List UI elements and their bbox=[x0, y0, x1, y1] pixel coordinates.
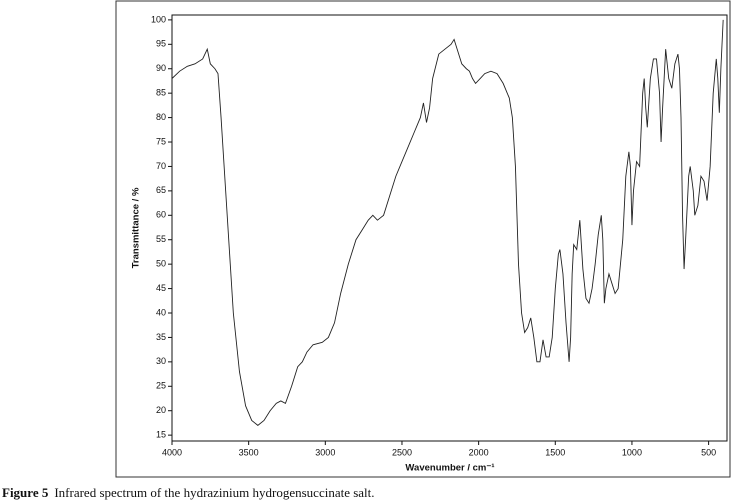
y-tick-label: 40 bbox=[156, 307, 166, 317]
x-tick-label: 2500 bbox=[392, 447, 412, 457]
caption-text: Infrared spectrum of the hydrazinium hyd… bbox=[54, 485, 374, 500]
y-tick-label: 30 bbox=[156, 356, 166, 366]
y-tick-label: 25 bbox=[156, 381, 166, 391]
y-tick-label: 15 bbox=[156, 430, 166, 440]
x-tick-label: 3000 bbox=[315, 447, 335, 457]
x-tick-label: 1500 bbox=[545, 447, 565, 457]
y-tick-label: 65 bbox=[156, 185, 166, 195]
y-tick-label: 20 bbox=[156, 405, 166, 415]
y-tick-label: 35 bbox=[156, 332, 166, 342]
plot-area bbox=[171, 14, 728, 442]
y-tick-label: 60 bbox=[156, 210, 166, 220]
x-tick-label: 2000 bbox=[469, 447, 489, 457]
spectrum-line bbox=[171, 19, 724, 426]
y-tick-label: 85 bbox=[156, 88, 166, 98]
x-axis-title: Wavenumber / cm⁻¹ bbox=[405, 463, 494, 474]
y-tick-label: 90 bbox=[156, 63, 166, 73]
y-tick-label: 75 bbox=[156, 136, 166, 146]
y-tick-label: 80 bbox=[156, 112, 166, 122]
y-tick-label: 50 bbox=[156, 259, 166, 269]
y-tick-label: 55 bbox=[156, 234, 166, 244]
x-tick-label: 3500 bbox=[239, 447, 259, 457]
caption-label: Figure 5 bbox=[2, 485, 49, 500]
x-tick-label: 500 bbox=[701, 447, 716, 457]
y-tick-label: 100 bbox=[151, 14, 166, 24]
y-tick-label: 45 bbox=[156, 283, 166, 293]
y-tick-label: 95 bbox=[156, 39, 166, 49]
y-axis-title: Transmittance / % bbox=[131, 187, 142, 268]
caption: Figure 5 Infrared spectrum of the hydrazi… bbox=[2, 485, 375, 500]
y-tick-label: 70 bbox=[156, 161, 166, 171]
frame bbox=[115, 0, 731, 478]
x-tick-label: 4000 bbox=[162, 447, 182, 457]
x-tick-label: 1000 bbox=[622, 447, 642, 457]
